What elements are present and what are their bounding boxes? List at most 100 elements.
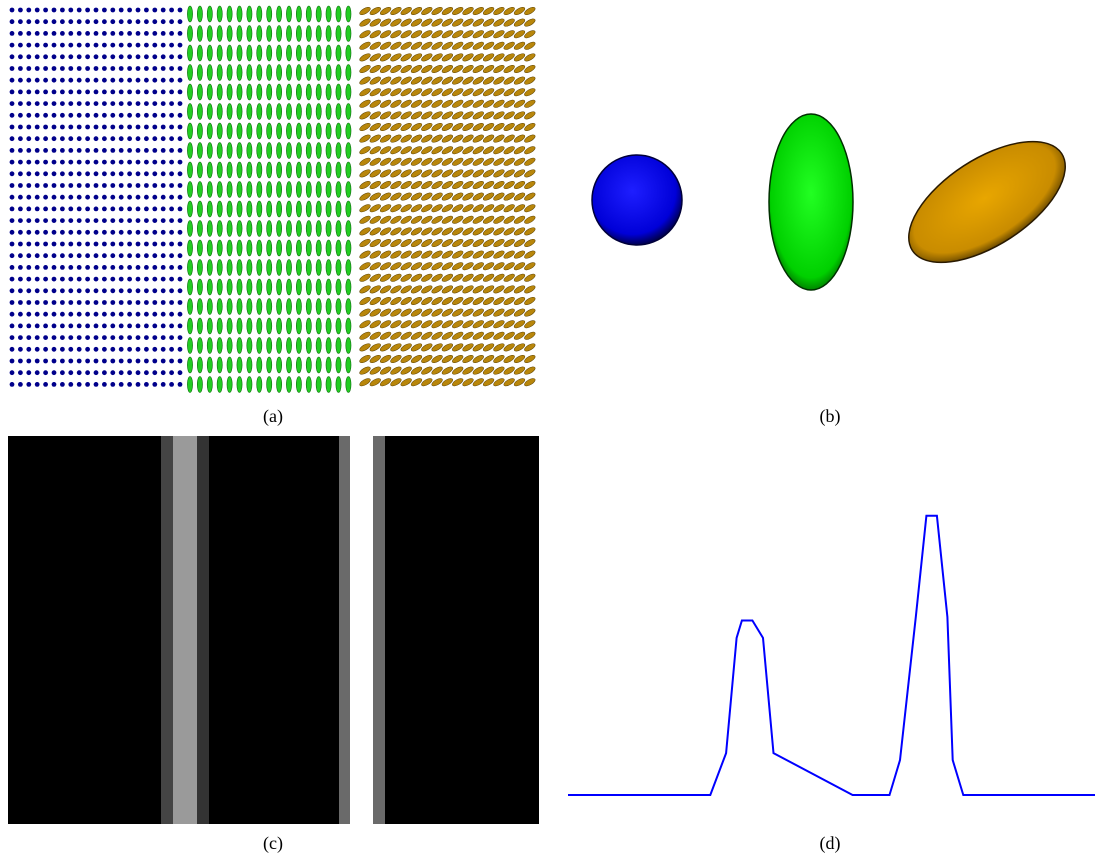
sphere-particle bbox=[177, 276, 183, 282]
oblate-particle bbox=[359, 180, 371, 190]
oblate-particle bbox=[379, 366, 392, 375]
oblate-particle bbox=[513, 30, 526, 39]
prolate-particle bbox=[216, 220, 223, 237]
sphere-particle bbox=[144, 101, 149, 106]
prolate-particle bbox=[295, 298, 302, 315]
prolate-particle bbox=[187, 103, 193, 120]
prolate-particle bbox=[315, 25, 322, 42]
sphere-particle bbox=[51, 370, 57, 376]
sphere-particle bbox=[60, 136, 65, 142]
prolate-particle bbox=[276, 181, 282, 198]
sphere-particle bbox=[152, 241, 158, 247]
oblate-particle bbox=[410, 41, 423, 50]
prolate-particle bbox=[206, 103, 213, 120]
oblate-particle bbox=[452, 41, 464, 50]
prolate-particle bbox=[246, 317, 253, 335]
prolate-particle bbox=[276, 44, 282, 62]
oblate-particle bbox=[369, 169, 381, 178]
sphere-particle bbox=[152, 323, 158, 329]
sphere-particle bbox=[177, 346, 183, 352]
oblate-particle bbox=[431, 250, 443, 259]
sphere-particle bbox=[93, 265, 99, 270]
oblate-particle bbox=[513, 53, 526, 62]
sphere-particle bbox=[177, 265, 183, 270]
oblate-particle bbox=[390, 64, 402, 74]
oblate-particle bbox=[441, 192, 454, 201]
prolate-particle bbox=[236, 220, 243, 237]
oblate-particle bbox=[400, 122, 412, 132]
prolate-particle bbox=[286, 220, 292, 237]
oblate-particle bbox=[359, 238, 371, 248]
sphere-particle bbox=[118, 112, 124, 118]
sphere-particle bbox=[152, 370, 158, 376]
sphere-particle bbox=[9, 229, 15, 235]
prolate-particle bbox=[246, 181, 253, 198]
prolate-particle bbox=[256, 5, 263, 23]
oblate-particle bbox=[524, 296, 536, 306]
sphere-particle bbox=[110, 288, 116, 294]
prolate-particle bbox=[315, 259, 322, 276]
oblate-particle bbox=[369, 6, 381, 16]
sphere-particle bbox=[85, 206, 90, 212]
prolate-particle bbox=[345, 83, 352, 101]
sphere-particle bbox=[135, 300, 141, 305]
oblate-particle bbox=[359, 273, 371, 282]
oblate-particle bbox=[472, 76, 484, 85]
sphere-particle bbox=[9, 42, 15, 48]
prolate-particle bbox=[266, 317, 273, 335]
oblate-particle bbox=[513, 215, 526, 224]
prolate-particle bbox=[256, 142, 263, 159]
prolate-particle bbox=[246, 337, 253, 354]
oblate-particle bbox=[462, 18, 474, 27]
oblate-particle bbox=[462, 192, 474, 201]
sphere-particle bbox=[118, 358, 124, 364]
sphere-particle bbox=[160, 124, 166, 130]
oblate-particle bbox=[421, 331, 433, 340]
prolate-particle bbox=[315, 220, 322, 237]
oblate-particle bbox=[524, 238, 536, 248]
prolate-particle bbox=[266, 44, 273, 62]
sphere-particle bbox=[60, 253, 65, 259]
panel-a-particle-field bbox=[9, 5, 536, 393]
oblate-particle bbox=[441, 378, 454, 387]
oblate-particle bbox=[421, 18, 433, 27]
oblate-particle bbox=[369, 378, 381, 387]
sphere-particle bbox=[152, 89, 158, 95]
prolate-particle bbox=[325, 337, 332, 354]
sphere-particle bbox=[26, 311, 32, 317]
oblate-particle bbox=[462, 146, 474, 155]
sphere-particle bbox=[51, 101, 57, 106]
sphere-particle bbox=[144, 253, 149, 259]
prolate-particle bbox=[295, 181, 302, 198]
oblate-particle bbox=[513, 169, 526, 178]
sphere-particle bbox=[26, 19, 32, 25]
prolate-particle bbox=[305, 25, 312, 42]
oblate-particle bbox=[410, 227, 423, 236]
prolate-particle bbox=[295, 337, 302, 354]
sphere-particle bbox=[26, 194, 32, 200]
sphere-particle bbox=[110, 66, 116, 71]
prolate-particle bbox=[216, 259, 223, 276]
oblate-particle bbox=[493, 157, 505, 166]
oblate-particle bbox=[410, 99, 423, 108]
oblate-particle bbox=[390, 146, 402, 155]
prolate-particle bbox=[196, 83, 203, 101]
sphere-particle bbox=[160, 42, 166, 48]
oblate-particle bbox=[472, 192, 484, 201]
oblate-particle bbox=[462, 204, 474, 213]
sphere-particle bbox=[152, 31, 158, 36]
oblate-particle bbox=[390, 169, 402, 178]
oblate-particle bbox=[513, 366, 526, 375]
oblate-particle bbox=[503, 273, 515, 282]
sphere-particle bbox=[76, 77, 82, 83]
oblate-particle bbox=[379, 238, 392, 248]
sphere-particle bbox=[144, 194, 149, 200]
oblate-particle bbox=[462, 227, 474, 236]
sphere-particle bbox=[85, 346, 90, 352]
oblate-particle bbox=[493, 122, 505, 132]
sphere-particle bbox=[9, 370, 15, 376]
oblate-particle bbox=[452, 262, 464, 271]
sphere-particle bbox=[102, 358, 107, 364]
sphere-particle bbox=[127, 276, 132, 282]
oblate-particle bbox=[493, 41, 505, 50]
